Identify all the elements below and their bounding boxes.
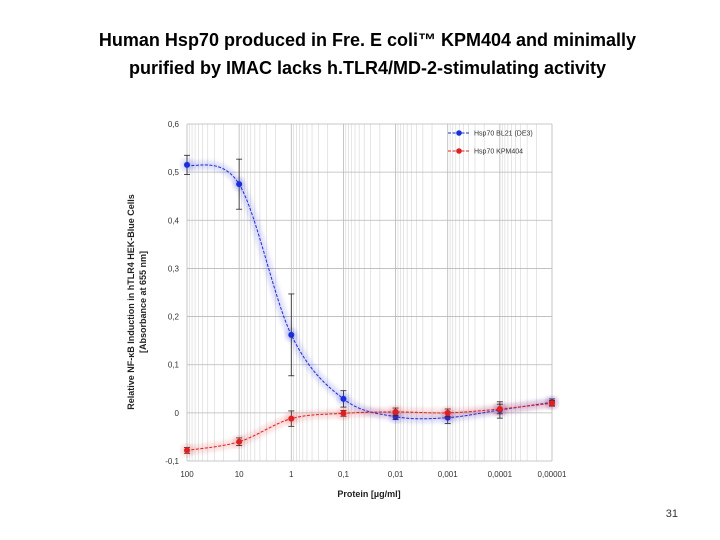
y-tick-label: 0,5	[168, 168, 180, 177]
y-tick-label: 0	[175, 409, 180, 418]
legend-item: Hsp70 BL21 (DE3)	[448, 130, 533, 138]
data-point	[288, 331, 295, 338]
legend-swatch-marker	[456, 130, 462, 136]
data-point	[549, 400, 555, 407]
y-tick-labels: 0,6 0,5 0,4 0,3 0,2 0,1 0 -0,1	[165, 120, 179, 466]
x-axis-label: Protein [µg/ml]	[337, 489, 400, 499]
x-tick-label: 100	[180, 470, 194, 479]
data-point	[340, 395, 347, 402]
legend: Hsp70 BL21 (DE3) Hsp70 KPM404	[448, 130, 533, 156]
y-tick-label: 0,2	[168, 313, 180, 322]
x-tick-label: 0,00001	[538, 470, 567, 479]
data-point	[236, 438, 243, 445]
legend-label: Hsp70 KPM404	[474, 149, 523, 156]
slide-title: Human Hsp70 produced in Fre. E coli™ KPM…	[0, 26, 720, 82]
data-point	[496, 406, 503, 413]
legend-label: Hsp70 BL21 (DE3)	[474, 131, 533, 138]
y-tick-label: 0,1	[168, 361, 180, 370]
x-tick-labels: 100 10 1 0,1 0,01 0,001 0,0001 0,00001	[180, 470, 567, 479]
x-tick-label: 10	[235, 470, 244, 479]
x-tick-label: 1	[289, 470, 294, 479]
series-2	[181, 397, 558, 457]
data-point	[444, 409, 451, 416]
x-tick-label: 0,001	[438, 470, 459, 479]
slide-number: 31	[665, 508, 678, 520]
data-point	[340, 410, 347, 417]
data-point	[288, 415, 295, 422]
series-layer	[181, 154, 558, 457]
data-point	[184, 447, 190, 454]
plot-area	[187, 124, 552, 461]
y-tick-label: 0,3	[168, 264, 180, 273]
data-point	[392, 408, 399, 415]
data-point	[184, 161, 190, 168]
x-tick-label: 0,01	[388, 470, 404, 479]
data-point	[236, 181, 243, 188]
y-tick-label: -0,1	[165, 457, 179, 466]
x-tick-label: 0,0001	[488, 470, 513, 479]
title-line-2: purified by IMAC lacks h.TLR4/MD-2-stimu…	[128, 58, 607, 78]
legend-item: Hsp70 KPM404	[448, 148, 523, 156]
y-tick-label: 0,4	[168, 216, 180, 225]
x-tick-label: 0,1	[338, 470, 350, 479]
legend-swatch-marker	[456, 148, 462, 154]
y-axis-label-line-1: Relative NF-κB Induction in hTLR4 HEK-Bl…	[126, 194, 136, 410]
y-tick-label: 0,6	[168, 120, 180, 129]
title-line-1: Human Hsp70 produced in Fre. E coli™ KPM…	[98, 30, 637, 50]
y-axis-label-line-2: [Absorbance at 655 nm]	[138, 251, 148, 353]
